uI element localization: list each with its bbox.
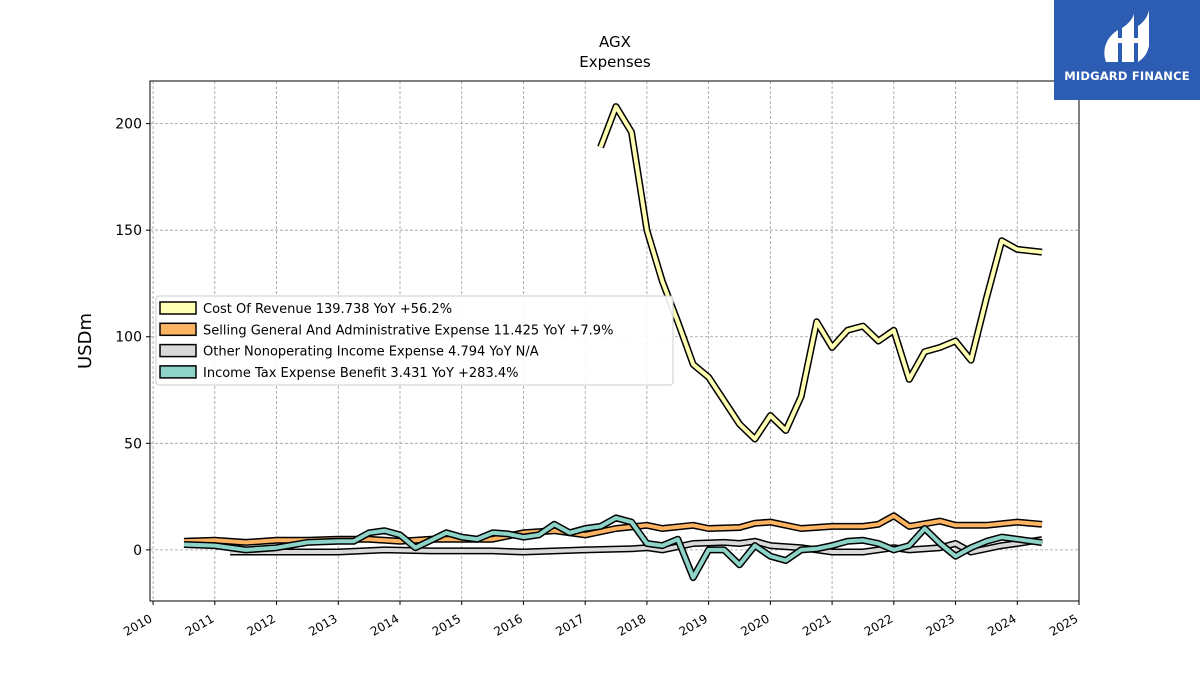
y-axis-label: USDm	[75, 313, 96, 369]
series-2-stroke	[230, 537, 1043, 554]
legend-label: Cost Of Revenue 139.738 YoY +56.2%	[203, 302, 452, 317]
x-tick-label: 2010	[121, 611, 154, 638]
x-tick-label: 2012	[245, 611, 278, 638]
series-3-line	[183, 514, 1043, 582]
x-tick-label: 2014	[368, 611, 401, 638]
legend-label: Other Nonoperating Income Expense 4.794 …	[203, 345, 539, 360]
legend: Cost Of Revenue 139.738 YoY +56.2% Sellin…	[155, 295, 674, 386]
legend-swatch	[159, 365, 197, 379]
series-2-line	[230, 536, 1043, 556]
midgard-logo-text: MIDGARD FINANCE	[1064, 69, 1190, 83]
y-tick-label: 0	[133, 543, 142, 559]
y-tick-label: 150	[115, 223, 142, 239]
x-tick-label: 2025	[1047, 611, 1080, 638]
legend-swatch	[159, 301, 197, 315]
x-tick-label: 2019	[677, 611, 710, 638]
series-layer	[183, 103, 1043, 582]
x-tick-label: 2020	[738, 611, 771, 638]
x-tick-label: 2017	[553, 611, 586, 638]
chart-title: AGX	[599, 33, 631, 51]
series-0-line	[597, 103, 1043, 443]
series-3-stroke	[183, 515, 1043, 580]
series-0-stroke	[598, 104, 1043, 441]
legend-label: Selling General And Administrative Expen…	[203, 323, 613, 338]
midgard-logo: MIDGARD FINANCE	[1054, 0, 1200, 100]
plot-frame	[149, 80, 1080, 602]
y-tick-label: 50	[124, 436, 142, 452]
legend-box	[155, 295, 674, 386]
x-tick-label: 2023	[924, 611, 957, 638]
x-tick-label: 2013	[306, 611, 339, 638]
x-tick-label: 2016	[491, 611, 524, 638]
x-tick-label: 2018	[615, 611, 648, 638]
legend-swatch	[159, 343, 197, 358]
x-tick-label: 2021	[800, 611, 833, 638]
x-tick-label: 2011	[183, 611, 216, 638]
legend-label: Income Tax Expense Benefit 3.431 YoY +28…	[203, 366, 518, 381]
y-tick-label: 100	[115, 330, 142, 346]
x-tick-label: 2015	[430, 611, 463, 638]
series-0-outline	[597, 103, 1043, 443]
midgard-logo-icon	[1104, 10, 1149, 62]
chart-subtitle: Expenses	[579, 53, 651, 71]
x-tick-label: 2022	[862, 611, 895, 638]
y-tick-label: 200	[115, 117, 142, 133]
legend-swatch	[159, 322, 197, 337]
x-tick-label: 2024	[985, 611, 1018, 638]
